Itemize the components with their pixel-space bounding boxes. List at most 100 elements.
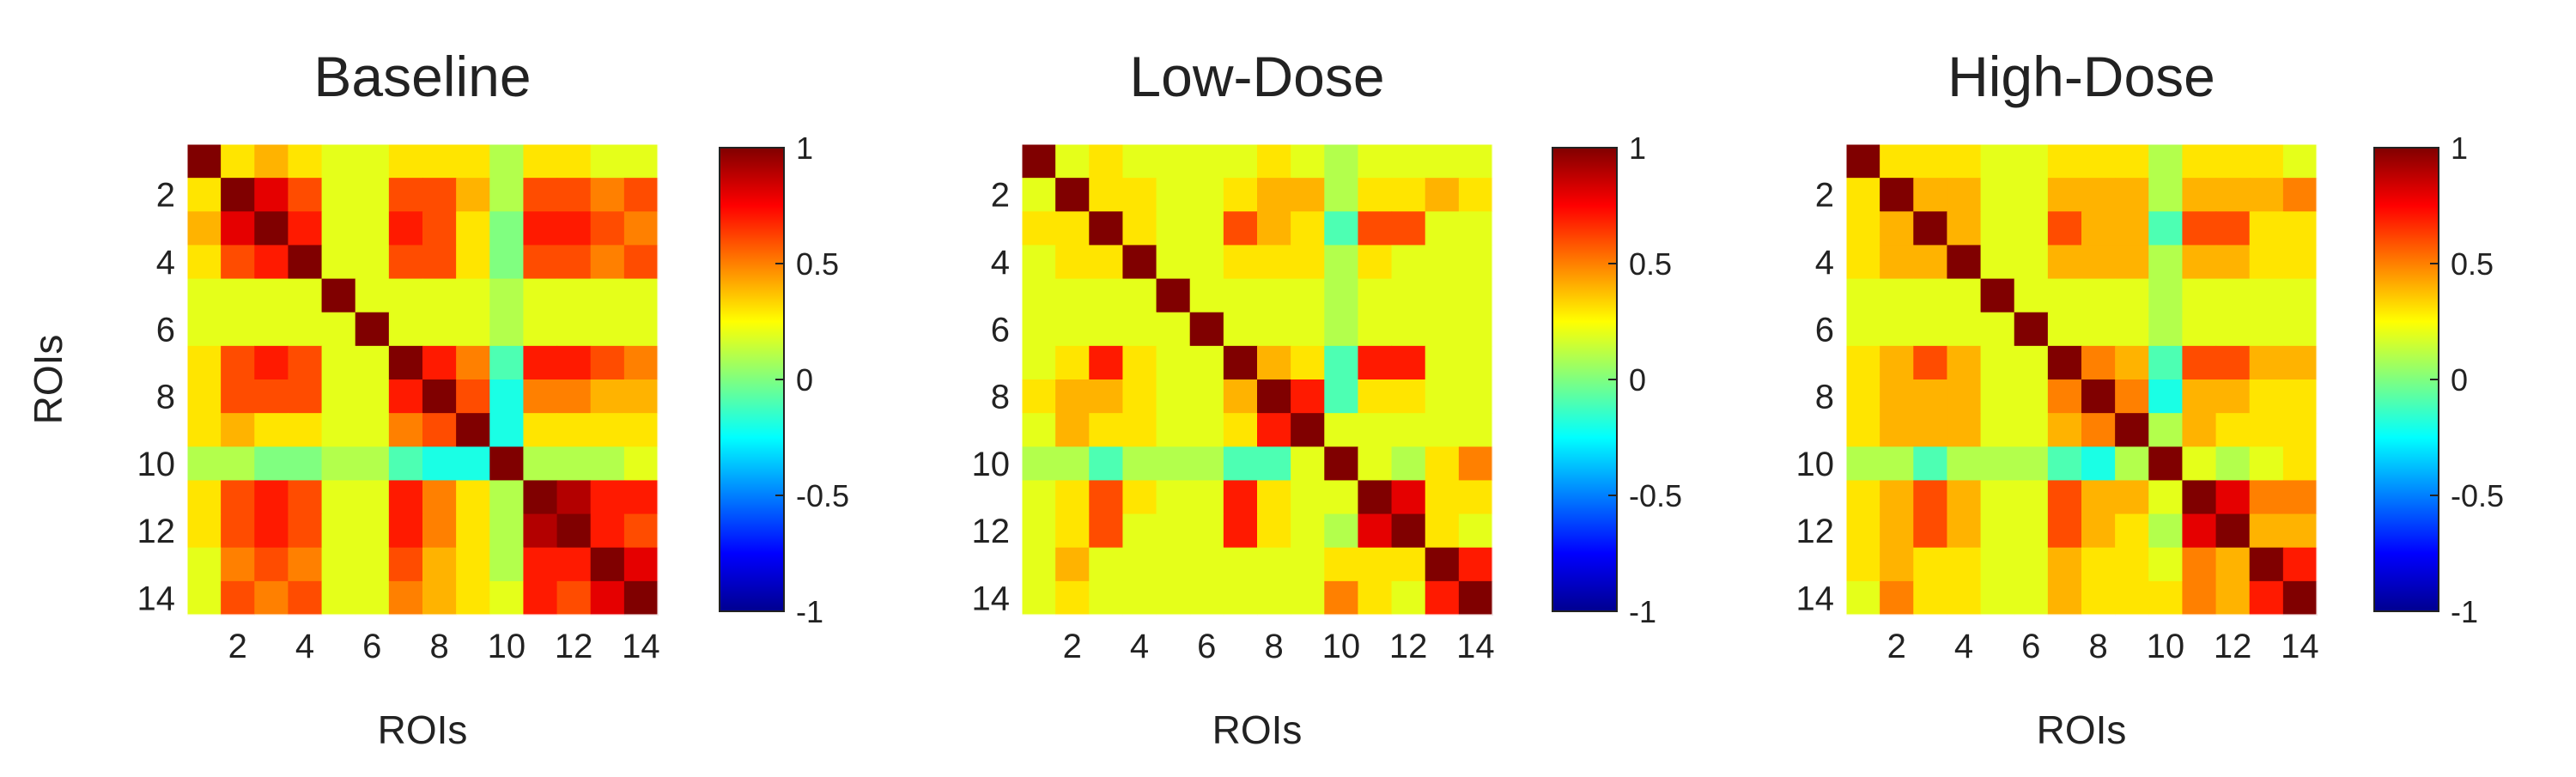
heatmap-cell-r4-c11 [1358,245,1393,280]
heatmap-cell-r2-c8 [422,178,457,212]
y-tick-label: 12 [137,513,176,550]
heatmap-cell-r3-c4 [1947,211,1982,246]
heatmap-cell-r4-c9 [456,245,490,280]
heatmap-cell-r3-c8 [2081,211,2116,246]
heatmap-cell-r5-c14 [623,278,659,313]
x-tick-label: 8 [1264,628,1283,665]
heatmap-cell-r7-c1 [187,345,222,380]
heatmap-cell-r14-c13 [1425,580,1460,616]
heatmap-cell-r1-c1 [1022,144,1056,179]
heatmap-cell-r10-c13 [1425,446,1460,482]
heatmap-cell-r3-c5 [1156,211,1191,246]
heatmap-cell-r2-c6 [355,178,390,212]
heatmap-cell-r12-c5 [1980,513,2015,549]
colorbar-tick-label: 1 [2451,131,2468,166]
heatmap-cell-r1-c10 [1324,144,1359,179]
heatmap-cell-r3-c12 [1391,211,1426,246]
heatmap-cell-r7-c8 [2081,345,2116,380]
heatmap-cell-r1-c14 [2282,144,2318,179]
heatmap-cell-r6-c10 [1324,312,1359,347]
heatmap-cell-r13-c9 [2115,547,2149,582]
heatmap-cell-r7-c9 [2115,345,2149,380]
y-tick-label: 14 [1796,580,1835,617]
heatmap-cell-r5-c3 [1089,278,1124,313]
heatmap-cell-r7-c7 [1223,345,1258,380]
heatmap-cell-r3-c1 [1022,211,1056,246]
y-tick-label: 12 [1796,513,1835,550]
heatmap-cell-r9-c11 [523,413,558,447]
heatmap-cell-r6-c6 [2014,312,2049,347]
heatmap-cell-r10-c14 [2282,446,2318,482]
heatmap-cell-r2-c9 [1291,178,1325,212]
heatmap-cell-r10-c6 [2014,446,2049,482]
heatmap-cell-r12-c1 [187,513,222,549]
heatmap-cell-r14-c12 [556,580,592,616]
heatmap-cell-r5-c10 [2148,278,2184,313]
heatmap-cell-r14-c12 [1391,580,1426,616]
heatmap-cell-r10-c13 [2249,446,2284,482]
heatmap-cell-r3-c2 [1055,211,1090,246]
heatmap-cell-r8-c8 [422,379,457,414]
heatmap-cell-r1-c12 [2215,144,2251,179]
heatmap-cell-r8-c8 [2081,379,2116,414]
x-tick-label: 2 [228,628,247,665]
heatmap-cell-r10-c7 [388,446,423,482]
heatmap-cell-r8-c6 [2014,379,2049,414]
heatmap-cell-r4-c4 [1122,245,1157,280]
heatmap-cell-r14-c8 [422,580,457,616]
heatmap-cell-r3-c1 [1846,211,1880,246]
heatmap-cell-r13-c9 [456,547,490,582]
heatmap-cell-r2-c13 [1425,178,1460,212]
heatmap-cell-r12-c6 [1189,513,1224,549]
heatmap-cell-r10-c3 [254,446,289,482]
heatmap-cell-r2-c4 [288,178,323,212]
heatmap-cell-r4-c9 [1291,245,1325,280]
heatmap-cell-r9-c14 [1458,413,1493,447]
heatmap-cell-r7-c10 [489,345,525,380]
heatmap-cell-r7-c5 [321,345,356,380]
y-tick-label: 4 [156,244,175,282]
heatmap-cell-r10-c11 [1358,446,1393,482]
heatmap-cell-r3-c9 [1291,211,1325,246]
x-axis-label: ROIs [2037,707,2127,752]
heatmap-cell-r13-c8 [1257,547,1291,582]
heatmap-cell-r2-c14 [623,178,659,212]
heatmap-cell-r8-c1 [1846,379,1880,414]
heatmap-cell-r2-c7 [388,178,423,212]
heatmap-cell-r8-c7 [1223,379,1258,414]
heatmap-cell-r12-c1 [1022,513,1056,549]
heatmap-cell-r7-c12 [1391,345,1426,380]
heatmap-cell-r2-c14 [2282,178,2318,212]
heatmap-cell-r3-c1 [187,211,222,246]
heatmap-cell-r6-c3 [1913,312,1948,347]
x-tick-label: 2 [1887,628,1906,665]
heatmap-cell-r12-c10 [1324,513,1359,549]
heatmap-frame [186,143,659,616]
heatmap-cell-r8-c2 [1880,379,1914,414]
heatmap-cell-r13-c6 [355,547,390,582]
heatmap-cell-r10-c12 [1391,446,1426,482]
heatmap-cell-r2-c3 [1913,178,1948,212]
heatmap-cell-r10-c13 [590,446,625,482]
heatmap-cell-r3-c7 [2047,211,2082,246]
heatmap-cell-r9-c11 [2182,413,2217,447]
heatmap-cells [1022,144,1493,616]
heatmap-cell-r7-c7 [2047,345,2082,380]
heatmap-cell-r5-c13 [1425,278,1460,313]
heatmap-cell-r10-c8 [422,446,457,482]
heatmap-cell-r10-c7 [2047,446,2082,482]
heatmap-cell-r7-c14 [1458,345,1493,380]
heatmap-cell-r4-c14 [623,245,659,280]
heatmap-cell-r3-c5 [321,211,356,246]
heatmap-cell-r1-c12 [1391,144,1426,179]
heatmap-cell-r4-c12 [2215,245,2251,280]
heatmap-cell-r5-c4 [1122,278,1157,313]
heatmap-cell-r4-c11 [523,245,558,280]
heatmap-cell-r14-c14 [623,580,659,616]
heatmap-cell-r14-c13 [2249,580,2284,616]
heatmap-cell-r1-c8 [1257,144,1291,179]
heatmap-cell-r2-c10 [489,178,525,212]
heatmap-cell-r11-c11 [1358,480,1393,515]
heatmap-cell-r5-c12 [2215,278,2251,313]
heatmap-cell-r1-c2 [1055,144,1090,179]
